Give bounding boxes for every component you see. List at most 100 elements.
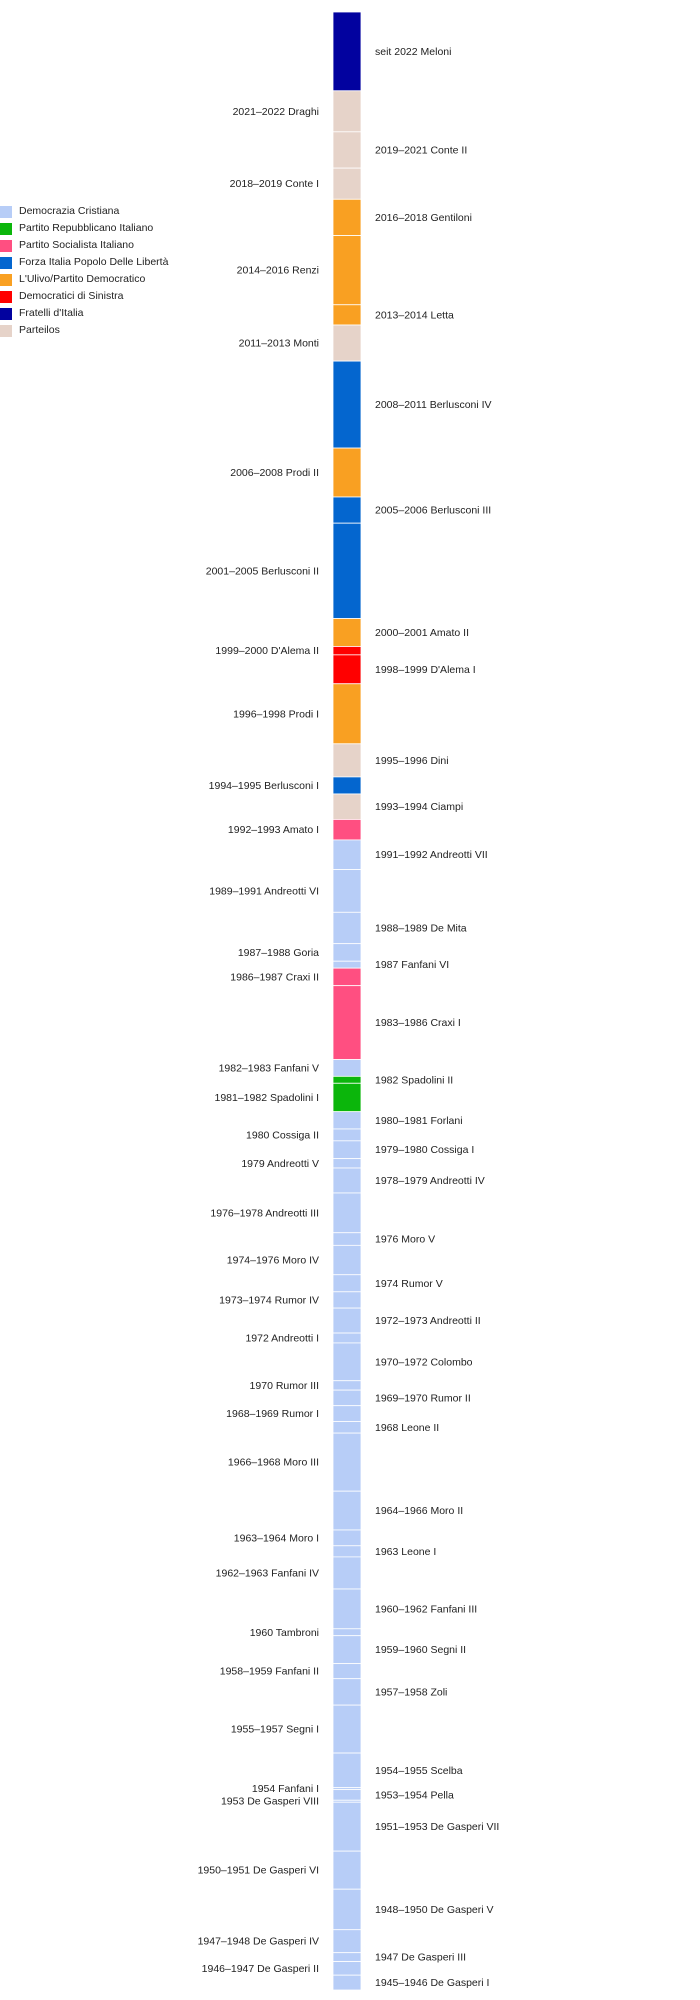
government-label: 1994–1995 Berlusconi I	[209, 780, 319, 792]
government-bar	[332, 131, 362, 169]
legend-label-dc: Democrazia Cristiana	[19, 205, 120, 217]
government-bar	[332, 1850, 362, 1890]
government-label: 2006–2008 Prodi II	[230, 467, 319, 479]
government-bar	[332, 911, 362, 945]
government-bar	[332, 869, 362, 913]
government-label: 2016–2018 Gentiloni	[375, 212, 472, 224]
government-label: 1950–1951 De Gasperi VI	[198, 1865, 319, 1877]
government-label: 1966–1968 Moro III	[228, 1457, 319, 1469]
government-bar	[332, 1380, 362, 1391]
government-label: 1988–1989 De Mita	[375, 922, 467, 934]
government-label: 2005–2006 Berlusconi III	[375, 505, 491, 517]
government-bar	[332, 1635, 362, 1665]
government-bar	[332, 943, 362, 962]
government-label: 1954 Fanfani I	[252, 1783, 319, 1795]
government-label: 1963 Leone I	[375, 1546, 436, 1558]
government-bar	[332, 1952, 362, 1962]
government-label: 1968 Leone II	[375, 1422, 439, 1434]
government-label: 1980 Cossiga II	[246, 1129, 319, 1141]
government-bar	[332, 646, 362, 656]
government-label: 1992–1993 Amato I	[228, 824, 319, 836]
government-bar	[332, 304, 362, 326]
legend-label-fi: Forza Italia Popolo Delle Libertà	[19, 256, 169, 268]
government-bar	[332, 1111, 362, 1130]
government-bar	[332, 1244, 362, 1276]
government-label: 1958–1959 Fanfani II	[220, 1666, 319, 1678]
government-label: 1960 Tambroni	[250, 1627, 319, 1639]
government-label: 1993–1994 Ciampi	[375, 801, 463, 813]
government-bar	[332, 683, 362, 745]
government-label: 1996–1998 Prodi I	[233, 708, 319, 720]
government-bar	[332, 167, 362, 200]
government-label: 1969–1970 Rumor II	[375, 1392, 471, 1404]
government-bar	[332, 1752, 362, 1789]
bar-layer	[332, 11, 362, 1991]
government-bar	[332, 1432, 362, 1492]
legend-swatch-psi	[0, 240, 12, 252]
government-label: 1970 Rumor III	[250, 1380, 319, 1392]
label-layer: seit 2022 Meloni 2021–2022 Draghi 2019–202…	[198, 46, 500, 1989]
government-bar	[332, 1075, 362, 1084]
government-label: 1972 Andreotti I	[245, 1333, 319, 1345]
legend-label-np: Parteilos	[19, 324, 60, 336]
government-label: 1972–1973 Andreotti II	[375, 1315, 481, 1327]
government-bar	[332, 1342, 362, 1382]
government-label: 1953 De Gasperi VIII	[221, 1796, 319, 1808]
government-label: 1964–1966 Moro II	[375, 1505, 463, 1517]
government-label: 2001–2005 Berlusconi II	[206, 565, 319, 577]
government-label: 1959–1960 Segni II	[375, 1644, 466, 1656]
government-label: 2011–2013 Monti	[239, 338, 319, 350]
government-label: 1986–1987 Craxi II	[230, 971, 319, 983]
government-bar	[332, 985, 362, 1060]
government-bar	[332, 819, 362, 841]
government-bar	[332, 1974, 362, 1991]
government-label: 1946–1947 De Gasperi II	[202, 1963, 319, 1975]
government-bar	[332, 90, 362, 133]
government-label: 1963–1964 Moro I	[234, 1532, 319, 1544]
government-bar	[332, 1332, 362, 1344]
government-bar	[332, 1389, 362, 1407]
government-bar	[332, 1140, 362, 1160]
government-bar	[332, 1167, 362, 1194]
government-bar	[332, 743, 362, 778]
government-bar	[332, 1628, 362, 1637]
government-bar	[332, 1490, 362, 1531]
government-label: 1980–1981 Forlani	[375, 1115, 463, 1127]
government-label: 1976–1978 Andreotti III	[210, 1207, 319, 1219]
legend-swatch-dc	[0, 206, 12, 218]
government-bar	[332, 1961, 362, 1976]
government-bar	[332, 1929, 362, 1954]
government-bar	[332, 11, 362, 92]
government-bar	[332, 960, 362, 969]
government-bar	[332, 1663, 362, 1680]
government-bar	[332, 1307, 362, 1334]
government-label: 1999–2000 D'Alema II	[215, 645, 319, 657]
government-bar	[332, 776, 362, 795]
government-label: 1987 Fanfani VI	[375, 959, 449, 971]
government-label: 1945–1946 De Gasperi I	[375, 1977, 489, 1989]
legend-label-fdi: Fratelli d'Italia	[19, 307, 84, 319]
government-bar	[332, 1192, 362, 1234]
government-bar	[332, 1232, 362, 1246]
government-bar	[332, 1158, 362, 1169]
government-bar	[332, 654, 362, 685]
government-label: 1983–1986 Craxi I	[375, 1017, 461, 1029]
government-bar	[332, 1789, 362, 1801]
government-bar	[332, 1405, 362, 1422]
government-label: 1960–1962 Fanfani III	[375, 1603, 477, 1615]
government-bar	[332, 1274, 362, 1293]
legend-label-ds: Democratici di Sinistra	[19, 290, 124, 302]
government-label: 1962–1963 Fanfani IV	[216, 1567, 319, 1579]
government-bar	[332, 1704, 362, 1754]
government-label: 1987–1988 Goria	[238, 947, 319, 959]
government-label: 2013–2014 Letta	[375, 309, 454, 321]
legend-swatch-np	[0, 325, 12, 337]
government-bar	[332, 447, 362, 498]
legend-swatch-ds	[0, 291, 12, 303]
government-label: 1976 Moro V	[375, 1234, 435, 1246]
government-bar	[332, 1801, 362, 1852]
legend-swatch-fdi	[0, 308, 12, 320]
government-label: 1968–1969 Rumor I	[226, 1408, 319, 1420]
government-label: 1951–1953 De Gasperi VII	[375, 1821, 499, 1833]
